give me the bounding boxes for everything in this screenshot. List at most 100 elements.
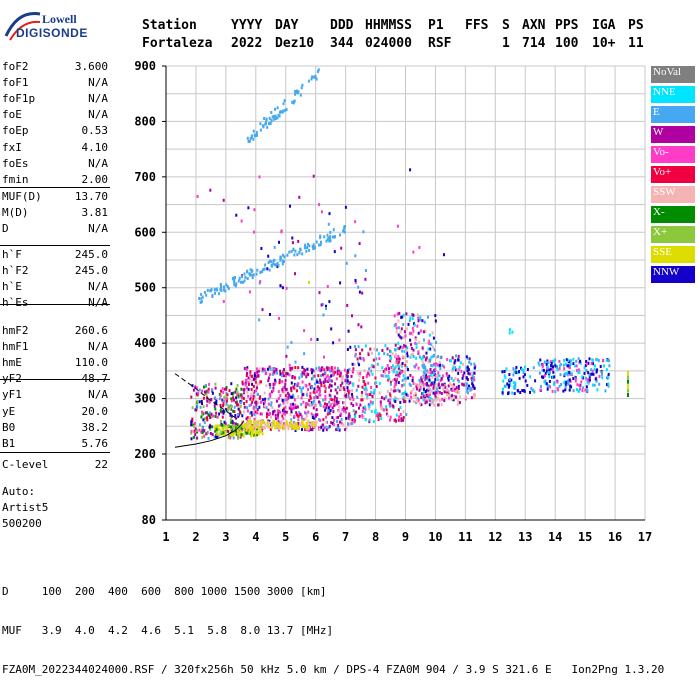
echo-point	[339, 386, 342, 390]
echo-point	[256, 392, 259, 396]
echo-point	[436, 390, 439, 393]
echo-point	[330, 389, 332, 393]
echo-point	[395, 373, 398, 377]
echo-point	[374, 410, 377, 414]
echo-point	[229, 407, 232, 411]
echo-point	[358, 414, 361, 418]
echo-point	[380, 374, 383, 378]
echo-point	[290, 408, 293, 412]
echo-point	[606, 383, 608, 387]
echo-point	[282, 411, 285, 415]
x-tick-label: 6	[312, 530, 319, 544]
echo-point	[246, 431, 249, 435]
echo-point	[411, 379, 414, 383]
echo-point	[375, 414, 378, 417]
echo-point	[403, 344, 405, 348]
echo-point	[347, 329, 350, 333]
echo-point	[339, 233, 342, 237]
echo-point	[399, 330, 402, 334]
x-tick-label: 16	[608, 530, 622, 544]
echo-point	[627, 370, 629, 375]
echo-point	[329, 239, 332, 243]
echo-point	[332, 410, 335, 414]
echo-point	[288, 424, 291, 428]
echo-point	[351, 388, 354, 392]
echo-point	[409, 373, 412, 377]
echo-point	[265, 384, 268, 388]
echo-point	[291, 407, 294, 411]
echo-point	[309, 396, 312, 400]
param-value: N/A	[88, 92, 108, 106]
echo-point	[548, 368, 551, 372]
echo-point	[215, 435, 217, 439]
echo-point	[395, 326, 398, 330]
echo-point	[269, 392, 272, 396]
echo-point	[403, 383, 406, 387]
echo-point	[550, 364, 553, 368]
echo-point	[258, 382, 261, 386]
echo-point	[322, 423, 325, 427]
echo-point	[292, 427, 295, 430]
echo-point	[308, 428, 311, 432]
echo-point	[209, 188, 212, 192]
echo-point	[380, 417, 383, 421]
echo-point	[386, 347, 389, 351]
echo-point	[336, 427, 339, 431]
echo-point	[351, 362, 354, 366]
param-row-yf2: yF2 48.7	[2, 372, 108, 386]
echo-point	[319, 243, 322, 247]
echo-point	[221, 429, 224, 433]
echo-point	[334, 382, 337, 386]
echo-point	[388, 392, 391, 396]
echo-point	[447, 378, 450, 382]
hdr-label-pps: PPS	[555, 18, 579, 33]
echo-point	[353, 420, 356, 424]
y-tick-label: 600	[134, 225, 156, 239]
echo-point	[259, 412, 262, 416]
echo-point	[254, 410, 257, 414]
echo-point	[254, 380, 257, 384]
echo-point	[326, 403, 328, 407]
echo-point	[394, 397, 397, 401]
echo-point	[405, 349, 407, 353]
echo-point	[343, 388, 346, 391]
param-row-fof1: foF1 N/A	[2, 76, 108, 90]
echo-point	[269, 412, 271, 415]
param-key: yE	[2, 404, 16, 418]
echo-point	[279, 256, 282, 260]
echo-point	[310, 368, 313, 372]
echo-point	[447, 389, 450, 393]
echo-point	[277, 409, 279, 413]
echo-point	[354, 280, 357, 284]
echo-point	[339, 420, 341, 424]
echo-point	[229, 425, 232, 429]
echo-point	[437, 382, 440, 386]
echo-point	[376, 412, 379, 415]
echo-point	[193, 424, 196, 428]
echo-point	[358, 378, 360, 382]
echo-point	[419, 385, 422, 389]
echo-point	[203, 421, 206, 424]
echo-point	[251, 429, 254, 432]
echo-point	[558, 367, 561, 371]
echo-point	[414, 391, 417, 395]
echo-point	[191, 384, 194, 388]
echo-point	[397, 373, 400, 377]
echo-point	[431, 375, 434, 379]
echo-point	[627, 393, 629, 397]
echo-point	[282, 253, 284, 257]
echo-point	[200, 399, 203, 403]
echo-point	[333, 235, 336, 239]
echo-point	[607, 372, 610, 376]
param-value: N/A	[88, 156, 108, 170]
echo-point	[316, 338, 319, 341]
echo-point	[297, 239, 300, 243]
echo-point	[435, 391, 438, 395]
echo-point	[236, 423, 239, 427]
echo-point	[526, 368, 529, 371]
echo-point	[195, 386, 198, 390]
echo-point	[509, 383, 512, 387]
echo-point	[292, 393, 294, 397]
echo-point	[514, 383, 517, 387]
echo-point	[451, 397, 454, 401]
